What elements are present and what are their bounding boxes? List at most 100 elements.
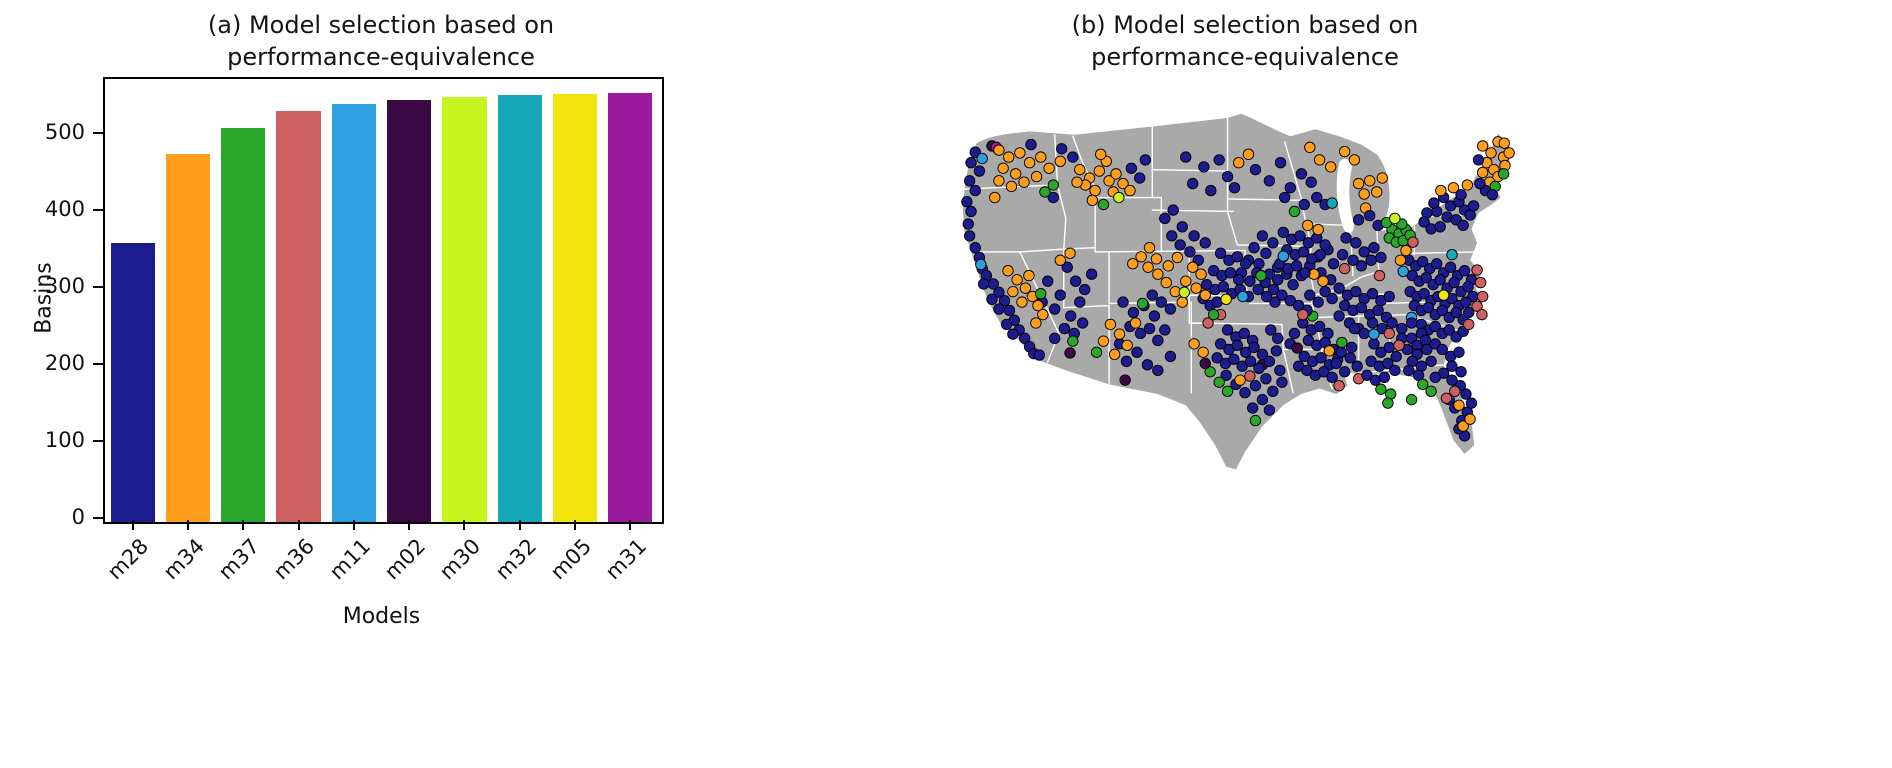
basin-dot — [1152, 364, 1164, 377]
basin-dot — [1305, 176, 1317, 188]
basin-dot — [1382, 357, 1394, 370]
basin-dot — [1030, 170, 1043, 183]
basin-dot — [1287, 278, 1299, 291]
basin-dot — [1378, 371, 1391, 384]
basin-dot — [1260, 373, 1272, 385]
basin-dot — [1074, 296, 1086, 308]
basin-dot — [1358, 188, 1370, 200]
basin-dot — [969, 146, 981, 158]
basin-dot — [1457, 219, 1469, 232]
basin-dot — [1043, 162, 1055, 174]
basin-dot — [1383, 327, 1395, 340]
basin-dot — [1239, 387, 1251, 399]
basin-dot — [1472, 154, 1485, 166]
basin-dot — [1143, 322, 1156, 335]
basin-dot — [1146, 289, 1158, 301]
basin-dot — [1039, 186, 1051, 198]
y-tick-mark — [93, 362, 103, 365]
basin-dot — [1373, 269, 1386, 282]
basin-dot — [1244, 355, 1257, 368]
basin-dot — [1464, 413, 1476, 425]
basin-dot — [1386, 317, 1398, 329]
basin-dot — [1176, 221, 1188, 233]
basin-dot — [1405, 393, 1418, 406]
basin-dot — [1304, 289, 1316, 301]
basin-dot — [1207, 265, 1220, 277]
x-tick-label: m34 — [158, 534, 209, 585]
basin-dot — [1248, 242, 1260, 254]
basin-dot — [1368, 328, 1380, 340]
x-tick-mark — [131, 520, 134, 530]
basin-dot — [1448, 276, 1460, 289]
x-tick-label: m28 — [103, 534, 154, 585]
basin-dot — [1252, 283, 1264, 296]
basin-dot — [1065, 310, 1077, 322]
x-tick-label: m05 — [545, 534, 597, 585]
basin-dot — [1389, 364, 1401, 377]
basin-dot — [1428, 197, 1440, 209]
basin-dot — [1055, 143, 1068, 155]
basin-dot — [1338, 262, 1351, 275]
basin-dot — [1246, 402, 1259, 414]
basin-dot — [1233, 274, 1245, 286]
basin-dot — [1304, 141, 1316, 154]
basin-dot — [1284, 182, 1296, 194]
basin-dot — [1336, 249, 1349, 261]
basin-dot — [1104, 318, 1117, 331]
basin-dot — [1187, 261, 1199, 273]
bar-m32 — [497, 95, 542, 522]
basin-dot — [1152, 268, 1164, 280]
basin-dot — [1030, 317, 1042, 329]
basin-dot — [1272, 274, 1284, 286]
basin-dot — [1054, 289, 1066, 301]
basin-dot — [1120, 355, 1133, 368]
basin-dot — [1393, 339, 1405, 351]
basin-dot — [1449, 385, 1461, 397]
bar-m11 — [331, 103, 376, 522]
basin-dot — [1351, 360, 1363, 372]
basin-dot — [1178, 286, 1191, 299]
basin-dot — [1000, 318, 1013, 331]
basin-dot — [1019, 282, 1032, 294]
basin-dot — [1238, 327, 1250, 340]
basin-dot — [1355, 301, 1368, 314]
basin-dot — [1418, 216, 1430, 228]
x-tick-mark — [186, 520, 189, 530]
basin-dot — [986, 293, 998, 305]
basin-dot — [1265, 324, 1277, 336]
basin-dot — [1444, 261, 1457, 273]
basin-dot — [1234, 374, 1246, 386]
basin-dot — [1474, 276, 1487, 289]
basin-dot — [1474, 177, 1486, 190]
basin-dot — [1233, 157, 1245, 169]
basin-dot — [1298, 350, 1310, 363]
basin-dot — [1394, 254, 1407, 266]
basin-dot — [1457, 420, 1469, 432]
x-tick-label: m32 — [490, 534, 541, 585]
basin-dot — [1382, 397, 1394, 409]
basin-dot — [977, 278, 990, 290]
basin-dot — [1319, 239, 1331, 251]
basin-dot — [1033, 349, 1046, 361]
basin-dot — [1327, 258, 1340, 270]
basin-dot — [1347, 254, 1359, 266]
basin-dot — [1291, 342, 1303, 354]
basin-dot — [1338, 366, 1351, 378]
basin-dot — [1213, 154, 1225, 166]
basin-dot — [1164, 303, 1177, 315]
basin-dot — [1260, 247, 1272, 259]
basin-dot — [1463, 318, 1475, 331]
basin-dot — [1313, 154, 1326, 166]
basin-dot — [1174, 239, 1186, 251]
basin-dot — [1302, 334, 1315, 347]
basin-dot — [1417, 255, 1429, 268]
basin-dot — [1248, 341, 1260, 354]
x-tick-mark — [352, 520, 355, 530]
basin-dot — [1064, 247, 1076, 259]
basin-dot — [1188, 338, 1200, 350]
y-tick-label: 500 — [44, 119, 85, 144]
basin-dot — [965, 205, 977, 218]
basin-dot — [1244, 275, 1256, 287]
basin-dot — [1180, 275, 1192, 287]
